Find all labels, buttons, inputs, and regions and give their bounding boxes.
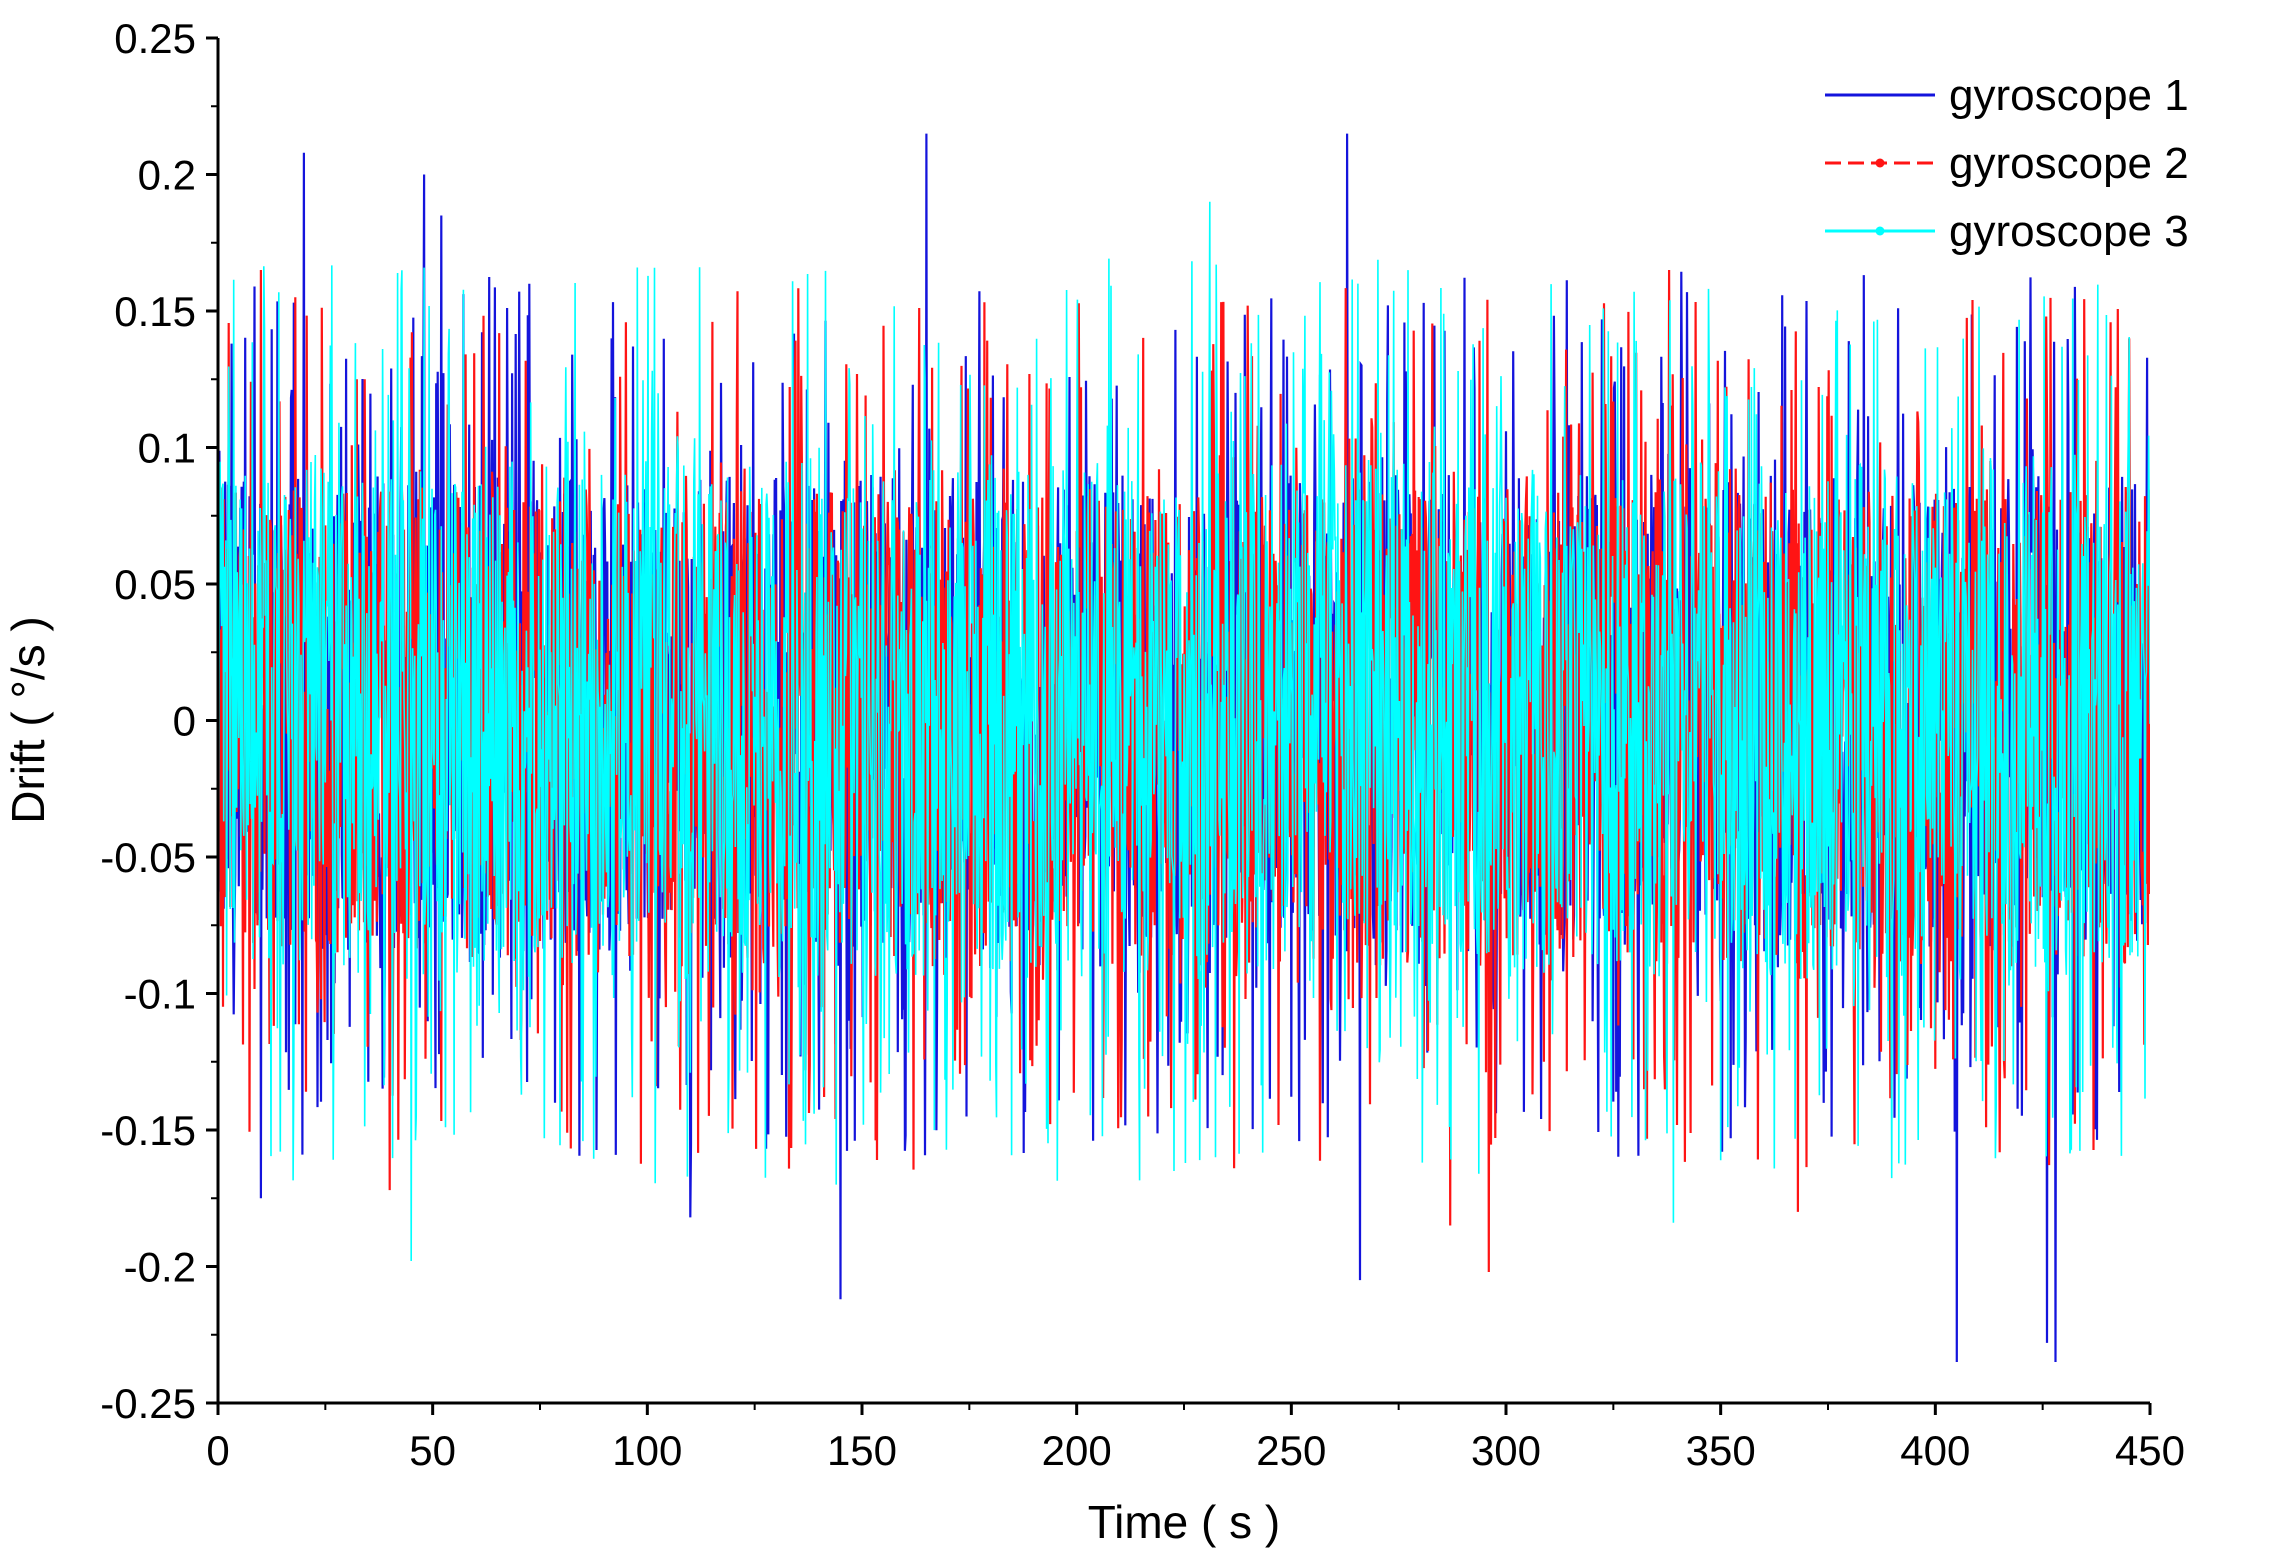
x-tick-label: 200 [1042, 1427, 1112, 1474]
y-tick-label: 0.2 [138, 152, 196, 199]
series-line-3 [218, 201, 2150, 1262]
legend-label-1: gyroscope 1 [1949, 71, 2189, 120]
x-tick-label: 250 [1256, 1427, 1326, 1474]
x-tick-label: 100 [612, 1427, 682, 1474]
y-tick-label: 0.15 [114, 288, 196, 335]
legend: gyroscope 1 gyroscope 2 gyroscope 3 [1825, 71, 2189, 256]
y-tick-label: 0.05 [114, 561, 196, 608]
y-tick-label: -0.1 [124, 971, 196, 1018]
x-tick-label: 400 [1900, 1427, 1970, 1474]
x-tick-label: 450 [2115, 1427, 2185, 1474]
x-tick-label: 150 [827, 1427, 897, 1474]
y-tick-label: -0.15 [100, 1107, 196, 1154]
x-axis-title: Time ( s ) [1088, 1496, 1281, 1548]
series-layer [218, 133, 2150, 1363]
x-tick-label: 50 [409, 1427, 456, 1474]
y-tick-label: -0.2 [124, 1244, 196, 1291]
y-axis-title: Drift ( °/s ) [2, 616, 54, 823]
legend-label-3: gyroscope 3 [1949, 207, 2189, 256]
y-tick-label: -0.05 [100, 834, 196, 881]
legend-marker-3 [1875, 226, 1885, 236]
y-tick-label: 0 [173, 698, 196, 745]
y-tick-label: -0.25 [100, 1380, 196, 1427]
ticks-layer: 0 50 100 150 200 250 300 350 400 450 0.25 0.2 0.15 0.… [100, 15, 2185, 1474]
x-tick-label: 350 [1686, 1427, 1756, 1474]
y-tick-label: 0.25 [114, 15, 196, 62]
legend-label-2: gyroscope 2 [1949, 139, 2189, 188]
y-tick-label: 0.1 [138, 425, 196, 472]
x-tick-label: 0 [206, 1427, 229, 1474]
legend-marker-2 [1875, 158, 1885, 168]
x-tick-label: 300 [1471, 1427, 1541, 1474]
